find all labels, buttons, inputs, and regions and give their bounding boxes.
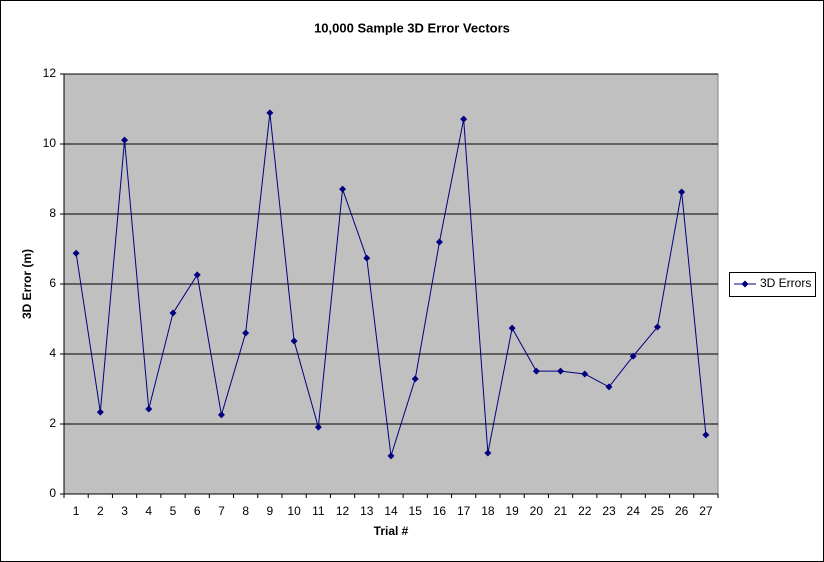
point-marker bbox=[702, 431, 710, 439]
x-tick-label: 21 bbox=[554, 504, 568, 518]
point-marker bbox=[678, 188, 686, 196]
y-axis-title: 3D Error (m) bbox=[20, 249, 34, 319]
point-marker bbox=[557, 367, 565, 375]
point-marker bbox=[387, 452, 395, 460]
x-tick-label: 13 bbox=[360, 504, 374, 518]
x-tick-label: 14 bbox=[384, 504, 398, 518]
x-tick-label: 16 bbox=[433, 504, 447, 518]
y-tick-label: 2 bbox=[49, 416, 56, 430]
x-tick-label: 8 bbox=[242, 504, 249, 518]
point-marker bbox=[242, 329, 250, 337]
x-tick-label: 20 bbox=[530, 504, 544, 518]
point-marker bbox=[484, 449, 492, 457]
y-tick-label: 10 bbox=[43, 136, 57, 150]
x-tick-label: 22 bbox=[578, 504, 592, 518]
point-marker bbox=[411, 375, 419, 383]
y-tick-label: 4 bbox=[49, 346, 56, 360]
x-tick-label: 11 bbox=[312, 504, 325, 518]
point-marker bbox=[266, 109, 274, 117]
point-marker bbox=[460, 115, 468, 123]
point-marker bbox=[217, 411, 225, 419]
y-tick-label: 12 bbox=[43, 66, 57, 80]
x-tick-label: 19 bbox=[505, 504, 519, 518]
point-marker bbox=[72, 249, 80, 257]
point-marker bbox=[629, 352, 637, 360]
point-marker bbox=[508, 324, 516, 332]
x-tick-label: 18 bbox=[481, 504, 495, 518]
y-tick-label: 0 bbox=[49, 486, 56, 500]
point-marker bbox=[363, 254, 371, 262]
x-tick-label: 7 bbox=[218, 504, 225, 518]
point-marker bbox=[169, 309, 177, 317]
x-tick-label: 25 bbox=[651, 504, 665, 518]
chart-title: 10,000 Sample 3D Error Vectors bbox=[314, 20, 510, 35]
point-marker bbox=[581, 370, 589, 378]
legend-marker bbox=[741, 280, 749, 288]
x-tick-label: 4 bbox=[145, 504, 152, 518]
x-tick-label: 9 bbox=[267, 504, 274, 518]
point-marker bbox=[193, 271, 201, 279]
point-marker bbox=[96, 408, 104, 416]
point-marker bbox=[653, 323, 661, 331]
legend-label: 3D Errors bbox=[760, 276, 811, 290]
x-tick-label: 23 bbox=[602, 504, 616, 518]
x-tick-label: 10 bbox=[287, 504, 301, 518]
x-tick-label: 17 bbox=[457, 504, 471, 518]
point-marker bbox=[339, 185, 347, 193]
y-tick-label: 6 bbox=[49, 276, 56, 290]
x-axis-title: Trial # bbox=[374, 524, 409, 538]
x-tick-label: 24 bbox=[627, 504, 641, 518]
point-marker bbox=[314, 423, 322, 431]
x-tick-label: 2 bbox=[97, 504, 104, 518]
point-marker bbox=[145, 405, 153, 413]
point-marker bbox=[435, 238, 443, 246]
x-tick-label: 15 bbox=[409, 504, 423, 518]
x-tick-label: 5 bbox=[170, 504, 177, 518]
point-marker bbox=[290, 337, 298, 345]
x-tick-label: 6 bbox=[194, 504, 201, 518]
x-tick-label: 27 bbox=[699, 504, 713, 518]
point-marker bbox=[605, 383, 613, 391]
y-tick-label: 8 bbox=[49, 206, 56, 220]
x-tick-label: 3 bbox=[121, 504, 128, 518]
x-tick-label: 26 bbox=[675, 504, 689, 518]
x-tick-label: 12 bbox=[336, 504, 350, 518]
point-marker bbox=[121, 136, 129, 144]
point-marker bbox=[532, 367, 540, 375]
x-tick-label: 1 bbox=[73, 504, 80, 518]
